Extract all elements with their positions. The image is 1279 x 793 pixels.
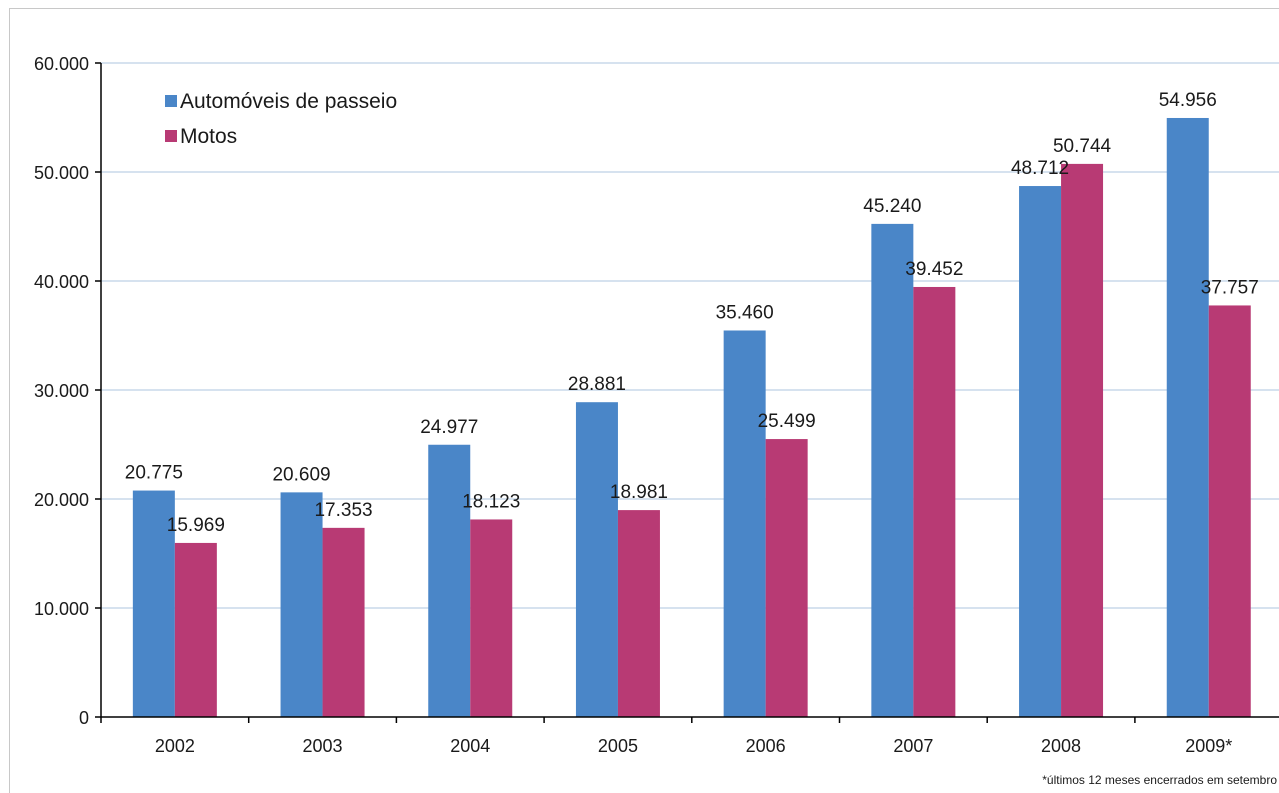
y-tick-label: 60.000	[34, 54, 89, 74]
chart-frame	[9, 8, 1279, 793]
data-label-motos: 37.757	[1201, 277, 1259, 298]
data-label-automoveis: 28.881	[568, 374, 626, 395]
data-label-automoveis: 20.775	[125, 463, 183, 484]
bar-motos	[470, 519, 513, 717]
x-tick-label: 2004	[450, 736, 490, 756]
bar-automoveis	[428, 444, 471, 717]
bar-motos	[1208, 305, 1251, 717]
data-label-automoveis: 48.712	[1011, 158, 1069, 179]
data-label-automoveis: 54.956	[1159, 90, 1217, 111]
legend: Automóveis de passeio Motos	[165, 90, 397, 148]
bar-motos	[765, 439, 808, 717]
legend-label: Motos	[180, 125, 237, 148]
x-tick-label: 2002	[155, 736, 195, 756]
y-axis-ticks: 0 10.000 20.000 30.000 40.000 50.000 60.000	[34, 54, 101, 728]
y-tick-label: 40.000	[34, 272, 89, 292]
data-label-motos: 18.981	[610, 482, 668, 503]
y-tick-label: 30.000	[34, 381, 89, 401]
x-tick-label: 2009*	[1185, 736, 1232, 756]
bar-motos	[1061, 163, 1104, 718]
data-label-automoveis: 35.460	[716, 302, 774, 323]
y-tick-label: 10.000	[34, 599, 89, 619]
y-tick-label: 50.000	[34, 163, 89, 183]
data-label-motos: 25.499	[758, 411, 816, 432]
bar-automoveis	[1019, 186, 1062, 718]
bar-automoveis	[575, 402, 618, 717]
bar-motos	[617, 510, 660, 717]
bar-automoveis	[280, 492, 323, 717]
footnote: *últimos 12 meses encerrados em setembro	[1042, 773, 1277, 787]
data-label-motos: 17.353	[314, 500, 372, 521]
bars	[132, 117, 1251, 718]
bar-automoveis	[723, 330, 766, 717]
x-tick-label: 2005	[598, 736, 638, 756]
bar-automoveis	[871, 223, 914, 717]
data-label-automoveis: 20.609	[272, 464, 330, 485]
x-tick-label: 2007	[893, 736, 933, 756]
data-label-motos: 15.969	[167, 515, 225, 536]
data-label-motos: 39.452	[905, 259, 963, 280]
data-labels: 20.775 15.969 20.609 17.353 24.977 18.123 28.8…	[125, 90, 1259, 536]
legend-swatch	[165, 130, 177, 142]
legend-swatch	[165, 95, 177, 107]
x-tick-label: 2006	[746, 736, 786, 756]
legend-label: Automóveis de passeio	[180, 90, 397, 113]
bar-automoveis	[132, 490, 175, 717]
data-label-automoveis: 45.240	[863, 196, 921, 217]
bar-motos	[913, 286, 956, 717]
data-label-automoveis: 24.977	[420, 417, 478, 438]
bar-automoveis	[1166, 117, 1209, 717]
x-tick-label: 2008	[1041, 736, 1081, 756]
data-label-motos: 50.744	[1053, 136, 1112, 157]
x-axis-ticks: 2002 2003 2004 2005 2006 2007 2008 2009*	[100, 717, 1232, 756]
y-tick-label: 20.000	[34, 490, 89, 510]
bar-motos	[174, 542, 217, 717]
bar-motos	[322, 527, 365, 717]
data-label-motos: 18.123	[462, 491, 520, 512]
x-tick-label: 2003	[303, 736, 343, 756]
y-tick-label: 0	[79, 708, 89, 728]
